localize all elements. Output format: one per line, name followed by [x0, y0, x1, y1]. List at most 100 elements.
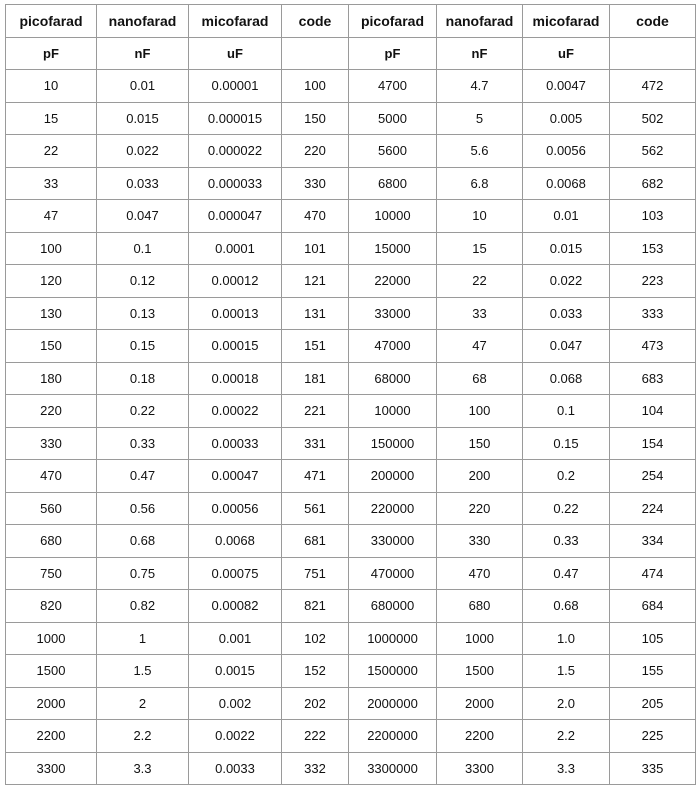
cell: 0.33 — [522, 524, 610, 558]
cell: 47000 — [348, 329, 437, 363]
cell: 0.00001 — [188, 69, 282, 103]
cell: 0.01 — [96, 69, 189, 103]
cell: 22 — [436, 264, 523, 298]
cell: 0.0056 — [522, 134, 610, 168]
units-row: pF nF uF pF nF uF — [5, 37, 696, 70]
cell: 0.033 — [96, 166, 189, 200]
cell: 4.7 — [436, 69, 523, 103]
cell: 205 — [609, 686, 696, 720]
cell: 120 — [5, 264, 97, 298]
cell: 22 — [5, 134, 97, 168]
cell: 0.047 — [96, 199, 189, 233]
cell: 1000 — [5, 621, 97, 655]
cell: 222 — [281, 719, 349, 753]
column-header: micofarad — [188, 4, 282, 38]
cell: 1500 — [5, 654, 97, 688]
cell: 0.015 — [96, 101, 189, 135]
cell: 0.0022 — [188, 719, 282, 753]
cell: 820 — [5, 589, 97, 623]
cell: 562 — [609, 134, 696, 168]
cell: 154 — [609, 426, 696, 460]
cell: 151 — [281, 329, 349, 363]
cell: 684 — [609, 589, 696, 623]
cell: 0.56 — [96, 491, 189, 525]
cell: 2 — [96, 686, 189, 720]
cell: 2000 — [436, 686, 523, 720]
cell: 0.15 — [522, 426, 610, 460]
cell: 130 — [5, 296, 97, 330]
column-header: picofarad — [5, 4, 97, 38]
cell: 0.33 — [96, 426, 189, 460]
data-row: 1500 1.5 0.0015 152 1500000 1500 1.5 155 — [5, 654, 696, 688]
cell: 474 — [609, 556, 696, 590]
cell: 561 — [281, 491, 349, 525]
cell: 47 — [5, 199, 97, 233]
cell: 1 — [96, 621, 189, 655]
cell: 333 — [609, 296, 696, 330]
cell: 33 — [5, 166, 97, 200]
cell: 152 — [281, 654, 349, 688]
cell: 0.047 — [522, 329, 610, 363]
data-row: 100 0.1 0.0001 101 15000 15 0.015 153 — [5, 231, 696, 265]
cell: 225 — [609, 719, 696, 753]
cell: 0.68 — [522, 589, 610, 623]
cell: 33000 — [348, 296, 437, 330]
column-header: picofarad — [348, 4, 437, 38]
data-row: 680 0.68 0.0068 681 330000 330 0.33 334 — [5, 524, 696, 558]
cell: 0.022 — [522, 264, 610, 298]
cell: 2200 — [436, 719, 523, 753]
cell: 0.002 — [188, 686, 282, 720]
data-row: 33 0.033 0.000033 330 6800 6.8 0.0068 682 — [5, 166, 696, 200]
data-row: 750 0.75 0.00075 751 470000 470 0.47 474 — [5, 556, 696, 590]
cell: 100 — [5, 231, 97, 265]
unit-cell: pF — [348, 37, 437, 70]
cell: 200000 — [348, 459, 437, 493]
cell: 220 — [436, 491, 523, 525]
cell: 254 — [609, 459, 696, 493]
cell: 5.6 — [436, 134, 523, 168]
cell: 1500 — [436, 654, 523, 688]
header-row: picofarad nanofarad micofarad code picofarad… — [5, 4, 696, 38]
data-row: 2200 2.2 0.0022 222 2200000 2200 2.2 225 — [5, 719, 696, 753]
cell: 0.1 — [96, 231, 189, 265]
cell: 332 — [281, 751, 349, 785]
cell: 331 — [281, 426, 349, 460]
cell: 224 — [609, 491, 696, 525]
cell: 121 — [281, 264, 349, 298]
cell: 3.3 — [522, 751, 610, 785]
data-row: 130 0.13 0.00013 131 33000 33 0.033 333 — [5, 296, 696, 330]
cell: 10000 — [348, 199, 437, 233]
cell: 0.18 — [96, 361, 189, 395]
cell: 0.000022 — [188, 134, 282, 168]
cell: 5 — [436, 101, 523, 135]
unit-cell: uF — [188, 37, 282, 70]
cell: 335 — [609, 751, 696, 785]
data-row: 1000 1 0.001 102 1000000 1000 1.0 105 — [5, 621, 696, 655]
cell: 0.13 — [96, 296, 189, 330]
data-row: 180 0.18 0.00018 181 68000 68 0.068 683 — [5, 361, 696, 395]
cell: 683 — [609, 361, 696, 395]
cell: 0.000033 — [188, 166, 282, 200]
cell: 2200 — [5, 719, 97, 753]
cell: 0.01 — [522, 199, 610, 233]
cell: 0.2 — [522, 459, 610, 493]
cell: 181 — [281, 361, 349, 395]
cell: 0.033 — [522, 296, 610, 330]
cell: 1.5 — [522, 654, 610, 688]
cell: 0.00047 — [188, 459, 282, 493]
cell: 680 — [5, 524, 97, 558]
cell: 223 — [609, 264, 696, 298]
cell: 0.1 — [522, 394, 610, 428]
column-header: code — [609, 4, 696, 38]
cell: 470000 — [348, 556, 437, 590]
cell: 0.0068 — [188, 524, 282, 558]
cell: 470 — [5, 459, 97, 493]
cell: 0.00015 — [188, 329, 282, 363]
data-row: 3300 3.3 0.0033 332 3300000 3300 3.3 335 — [5, 751, 696, 785]
cell: 0.005 — [522, 101, 610, 135]
cell: 100 — [436, 394, 523, 428]
data-row: 120 0.12 0.00012 121 22000 22 0.022 223 — [5, 264, 696, 298]
data-row: 330 0.33 0.00033 331 150000 150 0.15 154 — [5, 426, 696, 460]
cell: 0.0068 — [522, 166, 610, 200]
